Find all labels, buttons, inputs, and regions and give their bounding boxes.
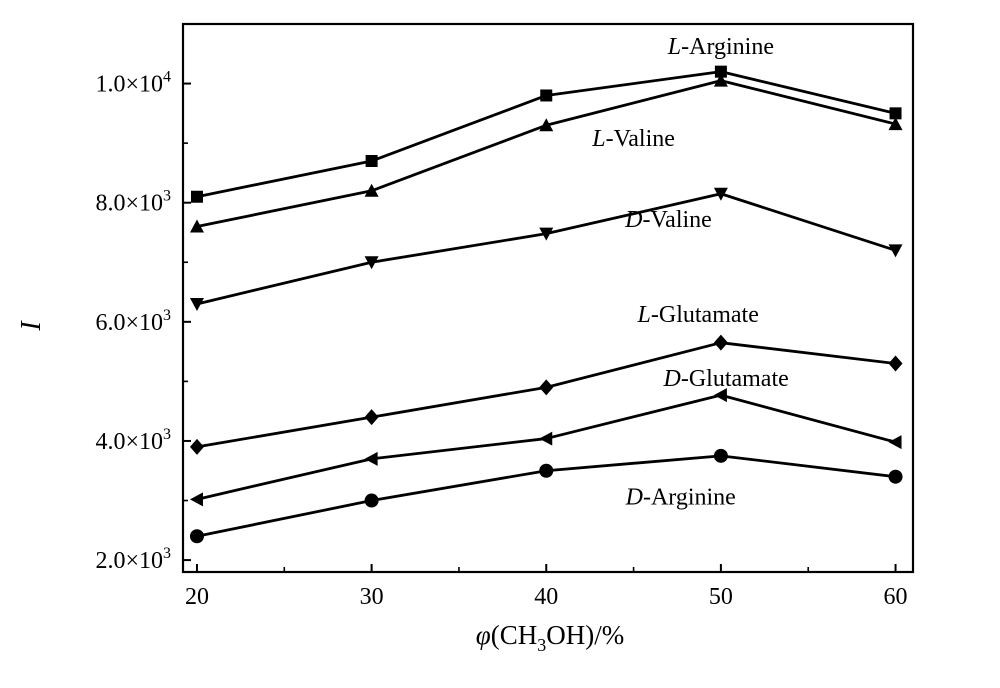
data-point-d-glutamate <box>888 435 902 450</box>
data-point-d-valine <box>539 227 554 241</box>
data-point-l-arginine <box>714 65 727 78</box>
data-point-l-arginine <box>365 155 378 167</box>
data-point-d-valine <box>713 187 728 201</box>
data-point-d-glutamate <box>189 492 203 507</box>
data-point-l-valine <box>539 118 554 132</box>
data-point-l-glutamate <box>713 334 728 351</box>
data-point-l-valine <box>713 73 728 87</box>
y-tick-label: 4.0×103 <box>95 426 171 455</box>
data-point-d-valine <box>364 256 379 270</box>
data-point-l-glutamate <box>888 355 903 372</box>
series-markers <box>189 65 903 544</box>
series-label-l-valine: L-Valine <box>591 126 675 152</box>
y-tick-label: 2.0×103 <box>95 545 171 574</box>
data-point-l-glutamate <box>364 409 379 426</box>
x-tick-label: 20 <box>185 584 209 610</box>
data-point-l-valine <box>364 183 379 197</box>
series-labels: L-Arginine L-Valine D-Valine L-Glutamate D-G… <box>591 34 789 511</box>
series-line-d-valine <box>196 192 896 306</box>
x-tick-label: 50 <box>709 584 733 610</box>
y-axis-label: I <box>16 320 47 332</box>
plot-frame <box>181 22 915 574</box>
axis-ticks <box>183 23 897 572</box>
y-tick-label: 1.0×104 <box>95 69 171 98</box>
data-point-d-glutamate <box>539 431 553 446</box>
data-point-l-arginine <box>190 190 203 203</box>
x-axis-label: φ(CH3OH)/% <box>476 620 624 655</box>
data-point-d-glutamate <box>713 388 727 403</box>
data-point-d-arginine <box>713 448 728 463</box>
data-point-l-glutamate <box>539 379 554 396</box>
data-point-d-arginine <box>189 529 204 544</box>
data-point-d-arginine <box>364 493 379 508</box>
data-point-l-valine <box>189 219 204 233</box>
x-tick-label: 60 <box>884 584 908 610</box>
series-label-l-glutamate: L-Glutamate <box>637 302 759 328</box>
series-label-d-glutamate: D-Glutamate <box>662 366 788 392</box>
data-point-d-glutamate <box>364 451 378 466</box>
series-line-d-glutamate <box>196 393 896 501</box>
x-tick-label: 40 <box>534 584 558 610</box>
x-tick-label: 30 <box>360 584 384 610</box>
data-point-d-arginine <box>539 463 554 478</box>
data-point-l-valine <box>888 117 903 131</box>
series-label-d-valine: D-Valine <box>624 207 712 233</box>
data-point-l-arginine <box>540 89 553 102</box>
data-point-d-valine <box>888 244 903 258</box>
tick-labels: 20 30 40 50 60 2.0×103 4.0×103 6.0×103 8.0×103 1.… <box>95 69 907 610</box>
data-point-l-glutamate <box>189 438 204 455</box>
data-point-d-valine <box>189 297 204 311</box>
data-point-d-arginine <box>888 469 903 484</box>
y-tick-label: 8.0×103 <box>95 188 171 217</box>
series-line-l-valine <box>196 79 896 228</box>
data-point-l-arginine <box>889 107 902 120</box>
series-label-l-arginine: L-Arginine <box>667 34 774 60</box>
series-label-d-arginine: D-Arginine <box>625 485 736 511</box>
y-tick-label: 6.0×103 <box>95 307 171 336</box>
plot-border <box>181 22 915 574</box>
